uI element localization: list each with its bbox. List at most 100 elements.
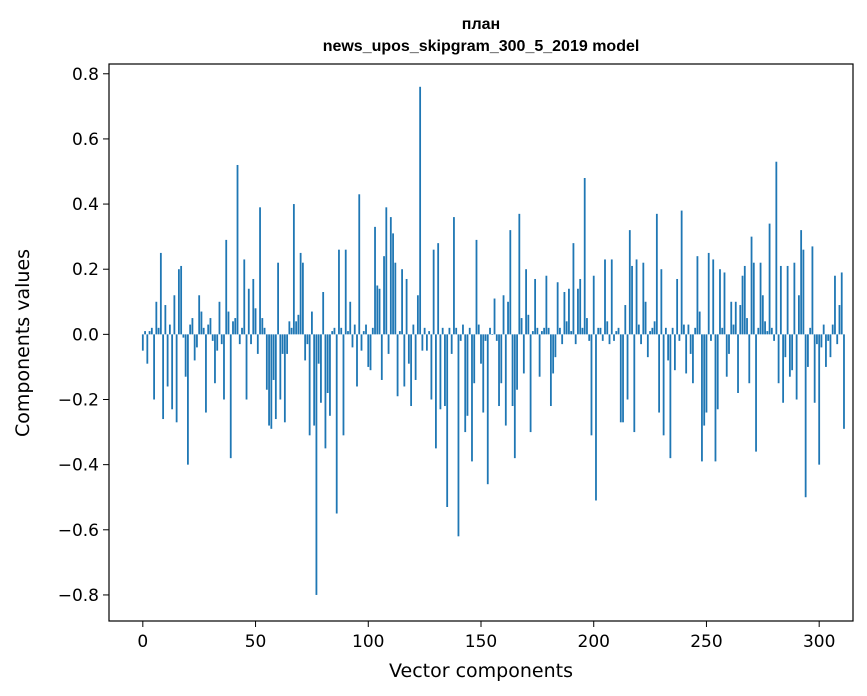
bar: [730, 301, 733, 335]
bar: [444, 334, 446, 407]
bar: [676, 278, 679, 335]
bar: [173, 295, 176, 335]
bar: [407, 334, 410, 364]
bar: [586, 318, 588, 335]
bar: [297, 314, 300, 335]
bar: [360, 334, 363, 351]
bar: [189, 324, 192, 335]
bar: [182, 334, 185, 338]
bar: [299, 252, 302, 335]
bar: [498, 334, 500, 407]
bar: [365, 324, 367, 335]
bar: [464, 334, 467, 433]
bar: [180, 265, 183, 335]
bar: [673, 334, 676, 371]
bar: [261, 318, 264, 335]
bar: [694, 327, 697, 335]
y-tick-label: 0.2: [72, 260, 99, 280]
bar: [637, 324, 640, 335]
y-tick-label: −0.4: [58, 456, 99, 476]
bar: [825, 334, 827, 367]
bar: [491, 334, 494, 335]
bar: [534, 278, 537, 335]
bar: [383, 256, 385, 335]
bar: [398, 331, 401, 335]
x-tick-label: 150: [465, 632, 497, 652]
bar: [209, 318, 212, 335]
bar: [466, 334, 469, 416]
bar: [531, 331, 534, 335]
bar: [155, 301, 158, 335]
bar: [633, 334, 636, 433]
bar: [295, 321, 298, 335]
bar: [813, 334, 816, 403]
bar: [396, 334, 399, 397]
bar: [716, 334, 719, 410]
bar: [468, 327, 471, 335]
bar: [552, 334, 555, 374]
bar: [290, 327, 293, 335]
bar: [317, 334, 320, 364]
bar: [646, 334, 649, 358]
bar: [218, 301, 221, 335]
bar: [662, 334, 665, 436]
bar: [500, 334, 503, 384]
bar: [277, 262, 279, 335]
bar: [520, 318, 523, 335]
bar: [232, 321, 234, 335]
bar: [827, 334, 830, 341]
bar: [166, 334, 169, 387]
bar: [477, 324, 480, 335]
bar: [809, 327, 812, 335]
bar: [301, 262, 304, 335]
bar: [761, 295, 764, 335]
bar: [604, 259, 606, 335]
bar: [403, 334, 406, 387]
bar: [220, 334, 223, 345]
bar: [453, 217, 455, 335]
bar: [313, 334, 316, 426]
bar: [525, 269, 527, 335]
bar: [430, 334, 433, 400]
bar: [207, 324, 210, 335]
bar: [401, 269, 403, 335]
bar: [529, 334, 532, 433]
bar: [820, 334, 823, 348]
bar: [522, 334, 525, 374]
bar: [687, 324, 690, 335]
bar: [698, 311, 701, 335]
bar: [486, 334, 489, 485]
bar: [389, 217, 392, 335]
bar: [685, 334, 688, 374]
bar: [784, 334, 787, 358]
bar: [664, 327, 667, 335]
bar: [177, 269, 180, 335]
bar: [153, 334, 155, 400]
bar: [480, 334, 482, 364]
bar: [545, 275, 548, 335]
bar: [831, 324, 834, 335]
bar: [205, 334, 207, 413]
bar: [340, 327, 343, 335]
bar: [818, 334, 821, 465]
bar: [342, 334, 345, 436]
bar: [719, 269, 721, 335]
bar: [689, 334, 692, 354]
bar: [250, 334, 252, 345]
bar: [333, 327, 336, 335]
bar: [304, 334, 307, 361]
y-tick-label: 0.4: [72, 195, 99, 215]
bar: [840, 272, 843, 335]
bar: [274, 334, 277, 420]
bar: [770, 327, 773, 335]
bar: [473, 334, 476, 384]
bar: [651, 327, 654, 335]
bar: [504, 334, 507, 426]
bar: [259, 207, 261, 335]
bar: [344, 249, 347, 335]
bar: [597, 327, 600, 335]
bar: [369, 334, 372, 371]
bar: [283, 334, 286, 423]
bar: [536, 327, 539, 335]
bar: [234, 318, 237, 335]
